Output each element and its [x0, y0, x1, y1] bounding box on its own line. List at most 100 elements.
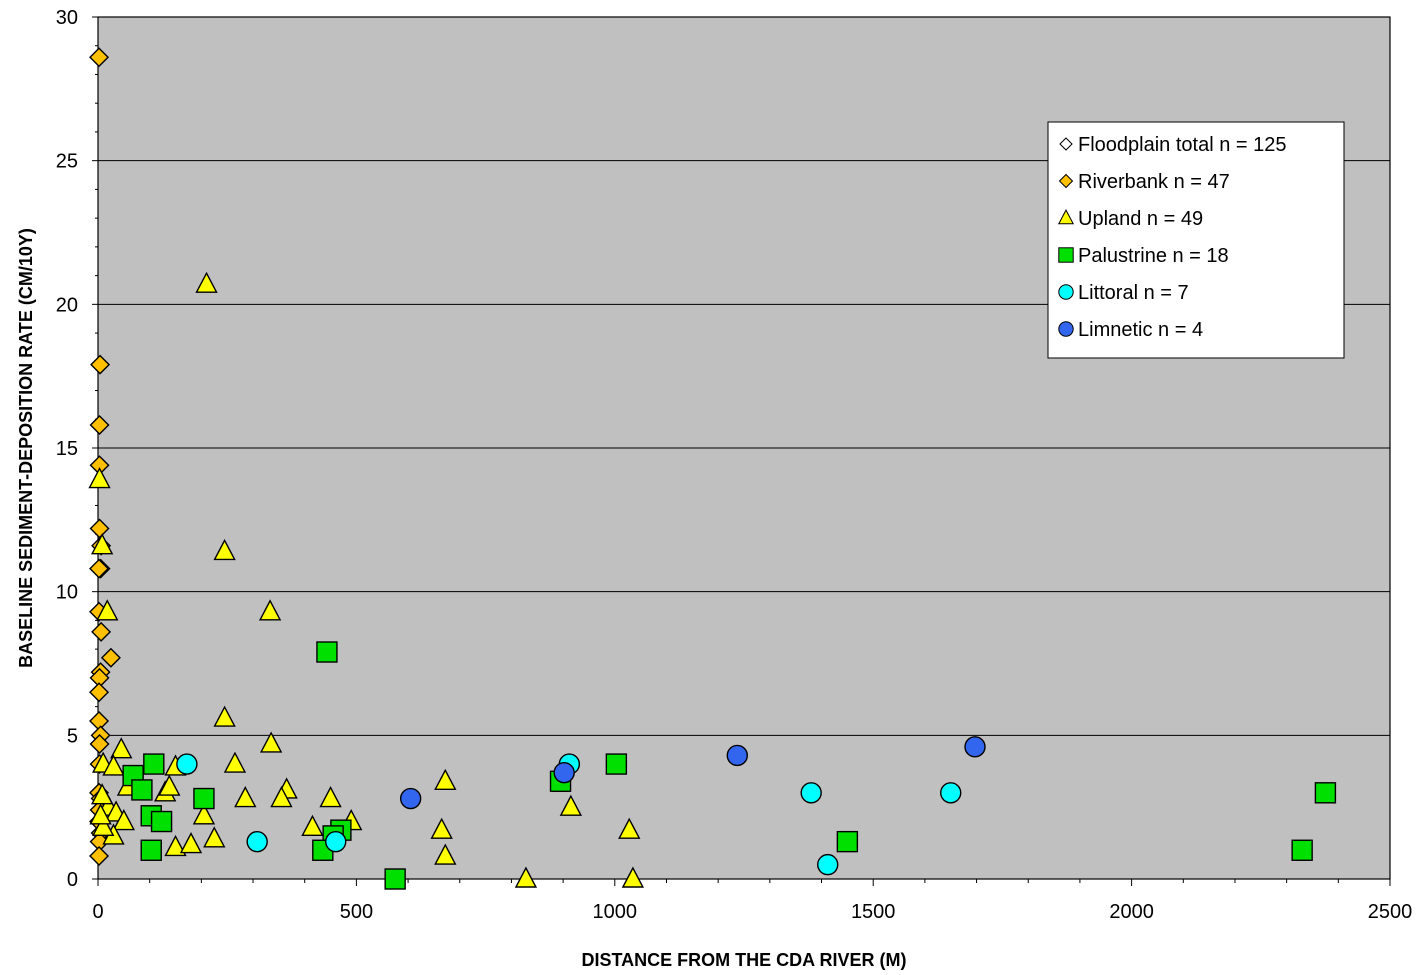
- data-point: [817, 853, 839, 876]
- data-point: [726, 744, 748, 767]
- data-point: [213, 705, 236, 727]
- series-square: [122, 641, 1337, 890]
- data-point: [800, 782, 822, 804]
- data-point: [140, 839, 162, 861]
- data-point: [192, 803, 216, 825]
- data-point: [270, 786, 293, 808]
- legend-marker: [1058, 321, 1074, 337]
- data-point: [223, 751, 247, 773]
- legend-label: Littoral n = 7: [1078, 282, 1189, 304]
- x-tick-label: 0: [92, 901, 103, 923]
- data-points: [88, 47, 1337, 890]
- x-tick-label: 2500: [1368, 901, 1413, 923]
- data-point: [112, 809, 135, 831]
- data-point: [258, 599, 282, 621]
- data-point: [203, 826, 226, 848]
- data-point: [193, 787, 215, 810]
- data-point: [213, 538, 236, 561]
- legend-label: Limnetic n = 4: [1078, 319, 1203, 341]
- series-triangle: [88, 271, 645, 888]
- data-point: [164, 834, 187, 857]
- data-point: [301, 814, 324, 836]
- legend-marker: [1057, 208, 1075, 225]
- legend-marker-group: [1058, 284, 1074, 300]
- legend-entry: Littoral n = 7: [1058, 282, 1189, 304]
- data-point: [110, 737, 133, 759]
- data-point: [434, 843, 457, 865]
- data-point: [90, 533, 114, 555]
- legend-marker-group: [1058, 247, 1074, 263]
- data-point: [1291, 839, 1313, 861]
- legend-marker-group: [1058, 321, 1074, 337]
- data-point: [90, 783, 114, 805]
- data-point: [100, 647, 121, 668]
- data-point: [89, 803, 112, 825]
- data-point: [384, 868, 406, 890]
- legend-marker: [1058, 173, 1074, 189]
- data-point: [143, 753, 165, 775]
- data-point: [92, 814, 115, 836]
- axes: 0 5 10 15 20 25 30 0 500 1000 1500 2000 2500: [56, 7, 1413, 923]
- data-point: [319, 786, 342, 808]
- y-tick-label: 20: [56, 294, 78, 316]
- data-point: [514, 866, 538, 888]
- legend-entry: Palustrine n = 18: [1058, 245, 1229, 267]
- legend-marker-group: [1058, 173, 1074, 189]
- data-point: [90, 354, 111, 375]
- data-point: [434, 768, 457, 791]
- data-point: [259, 731, 283, 753]
- legend-marker: [1058, 247, 1074, 263]
- data-point: [430, 817, 453, 839]
- data-point: [89, 558, 110, 579]
- data-point: [316, 641, 338, 663]
- legend: Floodplain total n = 125 Riverbank n = 47…: [1047, 121, 1345, 359]
- data-point: [618, 817, 641, 839]
- data-point: [150, 810, 173, 833]
- y-axis-title: BASELINE SEDIMENT-DEPOSITION RATE (CM/10…: [16, 228, 36, 668]
- legend-label: Upland n = 49: [1078, 208, 1203, 230]
- data-point: [195, 271, 218, 293]
- x-tick-label: 2000: [1109, 901, 1154, 923]
- x-tick-label: 500: [340, 901, 373, 923]
- legend-marker: [1059, 137, 1073, 151]
- data-point: [91, 621, 112, 642]
- legend-entry: Floodplain total n = 125: [1059, 134, 1287, 156]
- data-point: [102, 754, 125, 776]
- legend-box: [1047, 121, 1345, 359]
- data-point: [89, 415, 110, 436]
- y-tick-label: 0: [67, 869, 78, 891]
- x-tick-label: 1000: [593, 901, 638, 923]
- data-point: [96, 599, 119, 621]
- data-point: [131, 779, 153, 801]
- data-point: [964, 736, 986, 758]
- y-tick-label: 25: [56, 151, 78, 173]
- data-point: [1314, 782, 1337, 804]
- series-circle: [399, 736, 986, 810]
- data-point: [940, 782, 962, 804]
- y-tick-label: 10: [56, 582, 78, 604]
- legend-label: Floodplain total n = 125: [1078, 134, 1287, 156]
- data-point: [89, 733, 110, 754]
- y-tick-label: 15: [56, 438, 78, 460]
- legend-label: Riverbank n = 47: [1078, 171, 1230, 193]
- y-tick-label: 30: [56, 7, 78, 29]
- data-point: [836, 830, 859, 853]
- legend-marker-group: [1057, 208, 1075, 225]
- legend-entry: Upland n = 49: [1057, 208, 1203, 230]
- legend-entry: Riverbank n = 47: [1058, 171, 1230, 193]
- y-tick-label: 5: [67, 725, 78, 747]
- data-point: [399, 787, 422, 810]
- data-point: [605, 753, 628, 775]
- data-point: [176, 753, 198, 775]
- legend-label: Palustrine n = 18: [1078, 245, 1229, 267]
- data-point: [158, 774, 181, 796]
- data-point: [89, 47, 110, 68]
- data-point: [234, 786, 257, 808]
- legend-entry: Limnetic n = 4: [1058, 319, 1203, 341]
- x-tick-label: 1500: [851, 901, 896, 923]
- data-point: [89, 682, 110, 703]
- legend-marker: [1058, 284, 1074, 300]
- data-point: [88, 467, 111, 489]
- data-point: [559, 794, 583, 816]
